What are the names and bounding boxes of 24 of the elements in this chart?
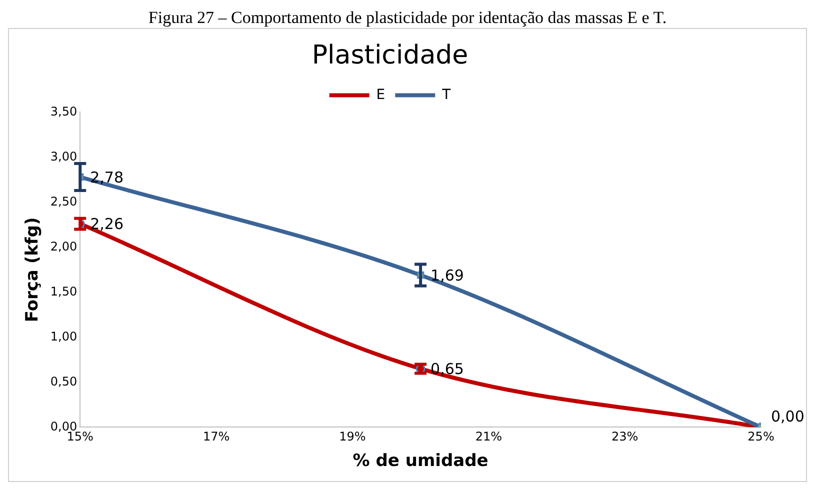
x-tick-label: 23% [611,430,638,444]
y-tick-label: 2,50 [50,194,78,208]
x-tick-label: 25% [748,430,774,444]
legend-label: T [441,86,452,103]
data-label: 1,69 [430,266,464,284]
y-tick-label: 1,00 [50,329,78,344]
x-tick-label: 21% [475,430,502,444]
x-axis-title: % de umidade [352,451,488,472]
y-tick-label: 3,00 [50,149,78,164]
y-tick-label: 2,00 [50,239,78,254]
data-label: 0,00 [771,408,804,426]
data-label: 2,26 [90,215,124,234]
data-label: 2,78 [90,168,124,186]
y-tick-label: 3,50 [50,104,78,118]
legend-label: E [376,86,386,103]
data-label: 0,65 [430,360,464,378]
text: Figura 27 – Comportamento de plasticidade por identação das massas E e T. [147,8,668,28]
y-tick-label: 0,50 [50,374,78,388]
chart-title: Plasticidade [312,40,468,70]
x-tick-label: 19% [339,430,366,444]
x-tick-label: 15% [66,430,94,444]
x-tick-label: 17% [202,430,230,444]
y-axis-title: Força (kfg) [22,217,43,322]
y-tick-label: 1,50 [50,284,78,298]
